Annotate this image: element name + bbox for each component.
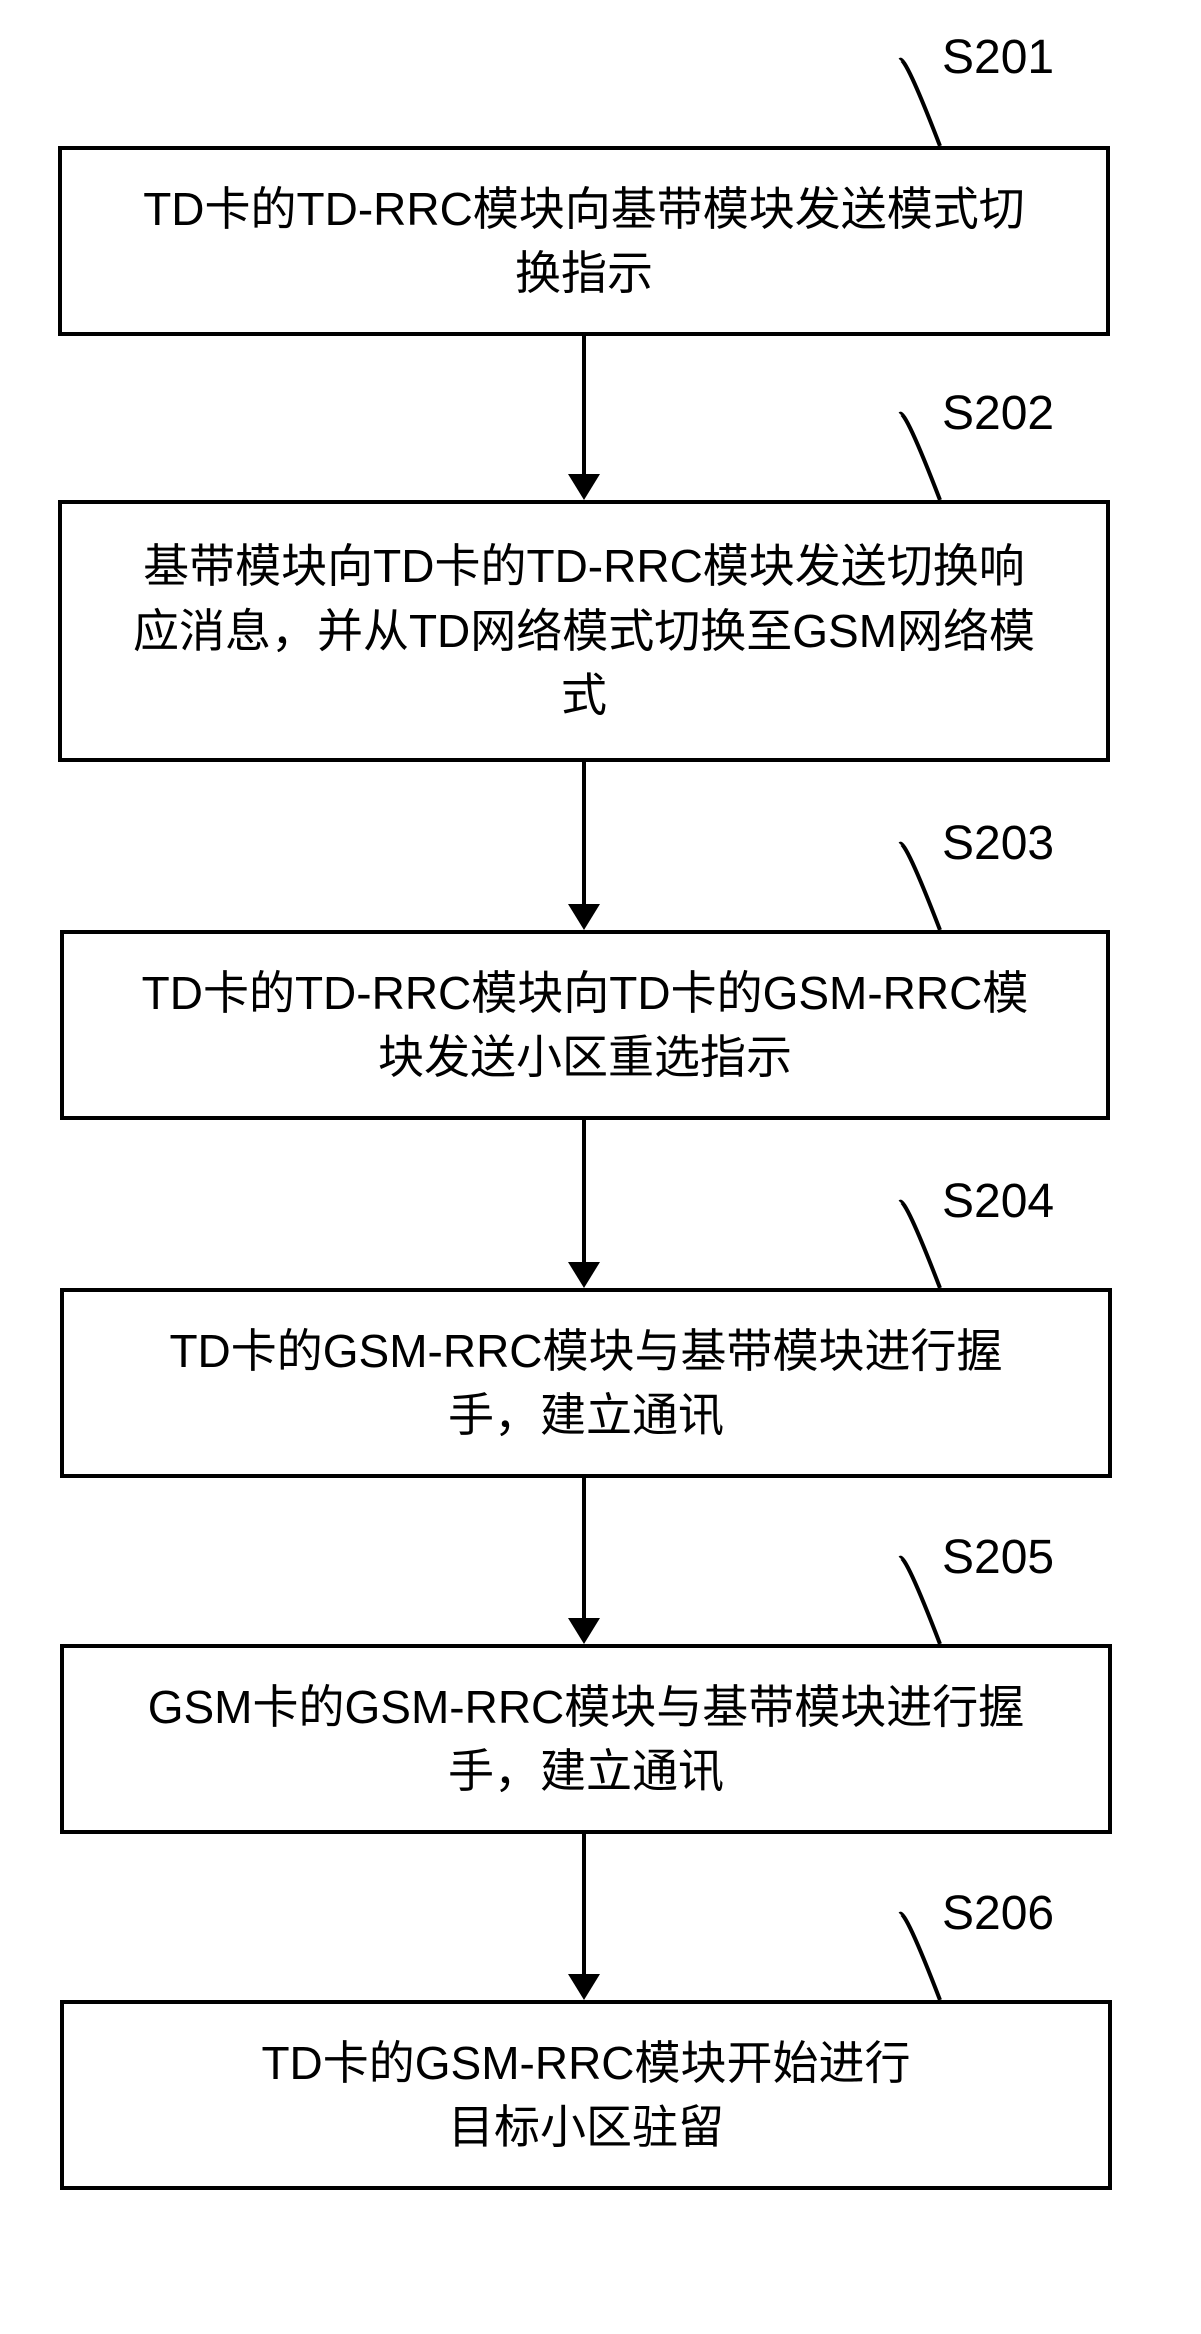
arrow-head-icon — [568, 474, 600, 500]
callout-curve — [850, 40, 990, 166]
node-text: GSM卡的GSM-RRC模块与基带模块进行握 手，建立通讯 — [148, 1675, 1025, 1804]
arrow-line — [582, 762, 586, 908]
callout-curve — [850, 1894, 990, 2020]
flowchart-node-n2: 基带模块向TD卡的TD-RRC模块发送切换响 应消息，并从TD网络模式切换至GS… — [58, 500, 1110, 762]
flowchart-node-n4: TD卡的GSM-RRC模块与基带模块进行握 手，建立通讯 — [60, 1288, 1112, 1478]
node-text: TD卡的GSM-RRC模块与基带模块进行握 手，建立通讯 — [169, 1319, 1002, 1448]
flowchart-node-n3: TD卡的TD-RRC模块向TD卡的GSM-RRC模 块发送小区重选指示 — [60, 930, 1110, 1120]
node-text: TD卡的GSM-RRC模块开始进行 目标小区驻留 — [261, 2031, 910, 2160]
flowchart-node-n1: TD卡的TD-RRC模块向基带模块发送模式切 换指示 — [58, 146, 1110, 336]
callout-curve — [850, 394, 990, 520]
flowchart-container: TD卡的TD-RRC模块向基带模块发送模式切 换指示S201基带模块向TD卡的T… — [0, 0, 1201, 2334]
callout-curve — [850, 1538, 990, 1664]
arrow-line — [582, 1120, 586, 1266]
node-text: TD卡的TD-RRC模块向TD卡的GSM-RRC模 块发送小区重选指示 — [142, 961, 1029, 1090]
node-text: 基带模块向TD卡的TD-RRC模块发送切换响 应消息，并从TD网络模式切换至GS… — [133, 534, 1035, 727]
arrow-line — [582, 336, 586, 478]
flowchart-node-n5: GSM卡的GSM-RRC模块与基带模块进行握 手，建立通讯 — [60, 1644, 1112, 1834]
arrow-head-icon — [568, 904, 600, 930]
node-text: TD卡的TD-RRC模块向基带模块发送模式切 换指示 — [143, 177, 1025, 306]
callout-curve — [850, 824, 990, 950]
arrow-head-icon — [568, 1618, 600, 1644]
arrow-line — [582, 1478, 586, 1622]
arrow-head-icon — [568, 1974, 600, 2000]
callout-curve — [850, 1182, 990, 1308]
arrow-head-icon — [568, 1262, 600, 1288]
arrow-line — [582, 1834, 586, 1978]
flowchart-node-n6: TD卡的GSM-RRC模块开始进行 目标小区驻留 — [60, 2000, 1112, 2190]
